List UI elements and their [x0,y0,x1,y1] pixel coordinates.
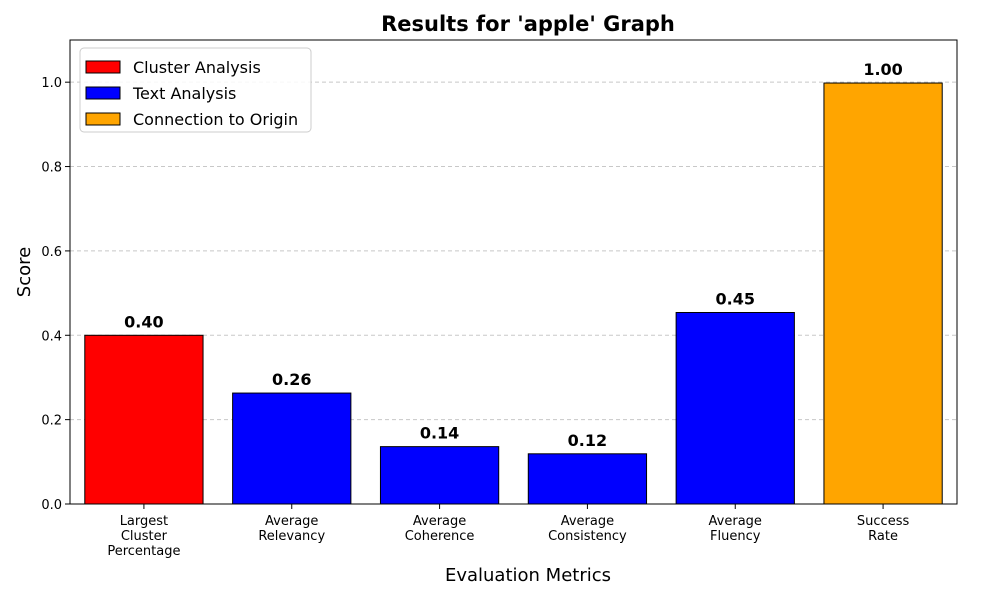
bar [675,311,795,505]
y-axis-title: Score [14,247,35,297]
bar [379,446,500,505]
x-tick-label: Percentage [107,544,180,559]
legend-swatch [85,86,121,100]
bar-value-label: 0.26 [272,370,311,389]
legend: Cluster Analysis Text Analysis Connection … [79,47,312,133]
y-tick-label: 0.8 [41,161,62,176]
x-tick-label: Relevancy [258,529,325,544]
bar [84,334,204,505]
y-tick-label: 1.0 [41,76,62,91]
bar-value-label: 0.45 [716,289,755,308]
x-tick-label: Largest [120,514,168,529]
bar-value-label: 0.14 [420,424,459,443]
legend-label: Connection to Origin [133,110,298,129]
bars [84,82,943,505]
x-tick-label: Consistency [548,529,627,544]
chart-title: Results for 'apple' Graph [381,12,675,36]
y-tick-label: 0.0 [41,498,62,513]
x-tick-label: Success [857,514,910,529]
legend-box [79,47,312,133]
x-tick-label: Rate [868,529,898,544]
y-tick-label: 0.4 [41,329,62,344]
x-tick-label: Average [709,514,762,529]
bar-value-label: 0.12 [568,431,607,450]
plot-frame [69,39,958,505]
x-tick-label: Coherence [405,529,475,544]
bar-value-label: 1.00 [863,60,902,79]
y-tick-label: 0.2 [41,414,62,429]
bar [232,392,352,505]
bar [823,82,943,505]
x-tick-label: Average [561,514,614,529]
x-axis: LargestClusterPercentageAverageRelevancy… [107,504,909,559]
legend-label: Text Analysis [132,84,236,103]
value-labels: 0.40 0.26 0.14 0.12 0.45 1.00 [124,60,903,450]
x-tick-label: Fluency [710,529,761,544]
bar [527,453,648,505]
y-axis: 0.0 0.2 0.4 0.6 0.8 1.0 [41,76,70,513]
legend-swatch [85,112,121,126]
x-tick-label: Cluster [121,529,168,544]
x-tick-label: Average [413,514,466,529]
y-tick-label: 0.6 [41,245,62,260]
legend-label: Cluster Analysis [133,58,261,77]
x-tick-label: Average [265,514,318,529]
bar-value-label: 0.40 [124,312,163,331]
legend-swatch [85,60,121,74]
x-axis-title: Evaluation Metrics [445,565,611,586]
